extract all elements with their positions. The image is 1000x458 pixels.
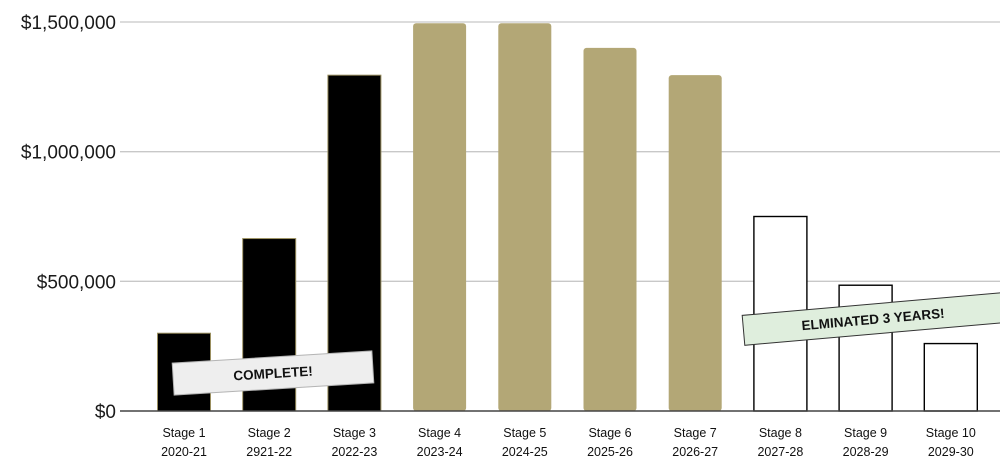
x-tick-stage-label: Stage 10 <box>926 426 976 440</box>
x-tick-stage-label: Stage 4 <box>418 426 461 440</box>
bars <box>157 23 978 412</box>
x-tick-year-label: 2028-29 <box>843 445 889 458</box>
x-axis-ticks: Stage 1 2020-21 Stage 2 2921-22 Stage 3 2022-… <box>161 426 976 458</box>
x-tick-stage-label: Stage 1 <box>162 426 205 440</box>
complete-banner-text: COMPLETE! <box>233 364 313 384</box>
bar-stage-5 <box>498 23 552 412</box>
x-tick-stage-label: Stage 7 <box>674 426 717 440</box>
x-tick-year-label: 2026-27 <box>672 445 718 458</box>
y-tick-label: $1,500,000 <box>21 13 116 34</box>
bar-stage-10 <box>923 342 978 412</box>
x-tick-year-label: 2027-28 <box>757 445 803 458</box>
x-tick-stage-label: Stage 2 <box>248 426 291 440</box>
x-tick-stage-label: Stage 6 <box>588 426 631 440</box>
complete-banner-box <box>171 350 375 396</box>
y-tick-label: $0 <box>95 402 116 423</box>
x-tick-stage-label: Stage 3 <box>333 426 376 440</box>
y-tick-label: $1,000,000 <box>21 143 116 164</box>
x-tick-year-label: 2024-25 <box>502 445 548 458</box>
eliminated-banner: ELMINATED 3 YEARS! <box>741 292 1000 346</box>
x-tick-year-label: 2029-30 <box>928 445 974 458</box>
eliminated-banner-box <box>741 292 1000 346</box>
y-tick-label: $500,000 <box>37 272 116 293</box>
x-tick-year-label: 2020-21 <box>161 445 207 458</box>
bar-stage-4 <box>413 23 467 412</box>
y-axis-ticks: $0 $500,000 $1,000,000 $1,500,000 <box>21 13 116 423</box>
complete-banner: COMPLETE! <box>171 350 375 396</box>
x-tick-stage-label: Stage 8 <box>759 426 802 440</box>
bar-stage-7 <box>668 75 722 411</box>
x-tick-stage-label: Stage 9 <box>844 426 887 440</box>
bar-stage-6 <box>583 47 637 411</box>
x-tick-year-label: 2025-26 <box>587 445 633 458</box>
x-tick-stage-label: Stage 5 <box>503 426 546 440</box>
x-tick-year-label: 2921-22 <box>246 445 292 458</box>
x-tick-year-label: 2023-24 <box>417 445 463 458</box>
x-tick-year-label: 2022-23 <box>331 445 377 458</box>
